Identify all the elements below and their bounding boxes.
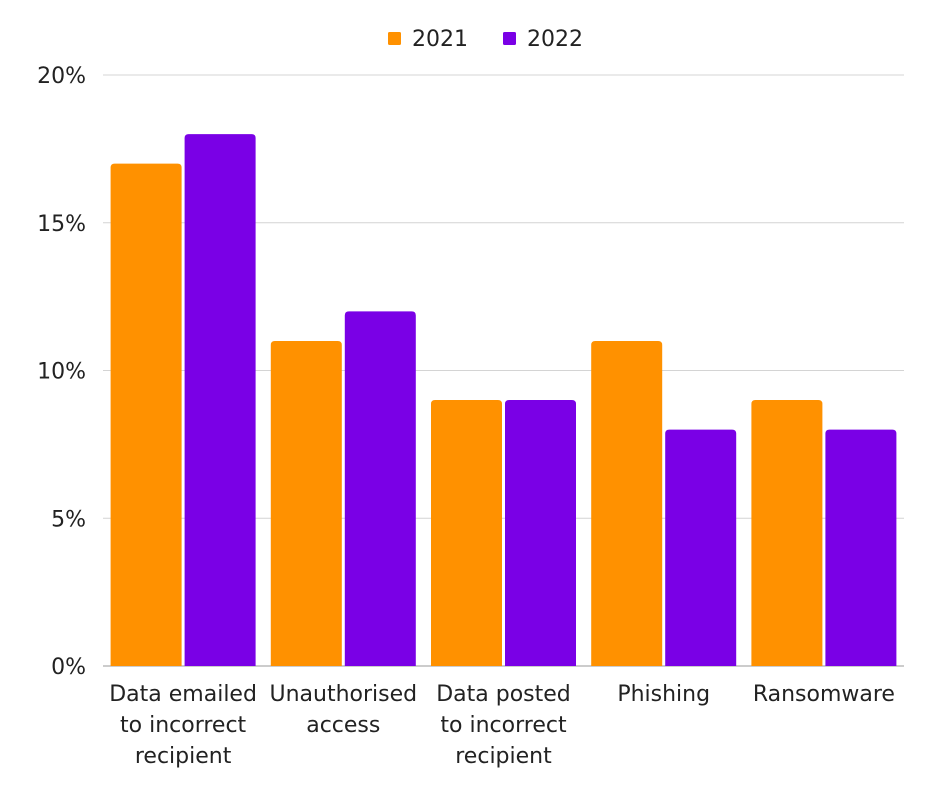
bar-2021-4 xyxy=(751,400,823,666)
x-tick-label: Data posted to incorrect recipient xyxy=(436,682,571,769)
bars xyxy=(110,134,897,667)
bar-2022-4 xyxy=(825,429,897,666)
bar-2022-1 xyxy=(344,311,416,666)
x-tick-label: Ransomware xyxy=(753,682,895,707)
y-tick-label: 15% xyxy=(37,212,86,237)
y-tick-label: 10% xyxy=(37,360,86,385)
y-tick-label: 20% xyxy=(37,64,86,89)
legend-label-2021: 2021 xyxy=(412,27,468,52)
y-tick-label: 5% xyxy=(51,507,86,532)
bar-2021-2 xyxy=(431,400,502,666)
legend-swatch-2021 xyxy=(388,32,401,45)
y-axis-tick-labels: 0% 5% 10% 15% 20% xyxy=(37,64,86,680)
x-tick-label: Data emailed to incorrect recipient xyxy=(109,682,257,769)
x-tick-label: Phishing xyxy=(617,682,710,707)
x-tick-label: Unauthorised access xyxy=(269,682,417,738)
bar-2022-0 xyxy=(184,134,256,667)
bar-2022-3 xyxy=(665,429,737,666)
bar-2021-1 xyxy=(270,340,342,666)
y-tick-label: 0% xyxy=(51,655,86,680)
bar-2021-3 xyxy=(591,340,663,666)
bar-2021-0 xyxy=(110,163,182,666)
x-axis-tick-labels: Data emailed to incorrect recipientUnautho… xyxy=(109,682,895,769)
legend: 2021 2022 xyxy=(388,27,583,52)
legend-label-2022: 2022 xyxy=(527,27,583,52)
legend-swatch-2022 xyxy=(503,32,516,45)
bar-2022-2 xyxy=(505,400,576,666)
